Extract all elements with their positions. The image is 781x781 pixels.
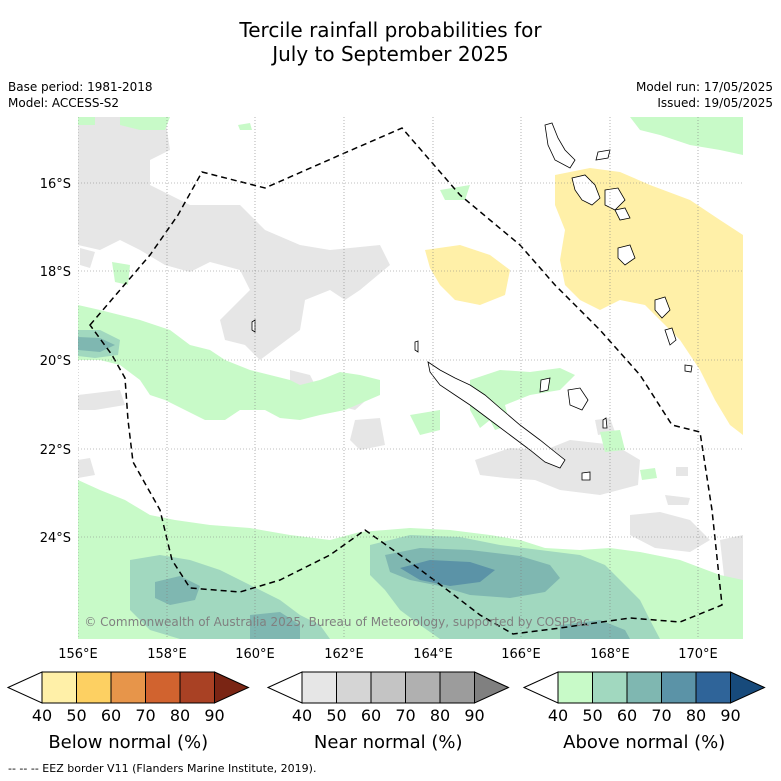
colorbar-tick-label: 90 [720, 706, 740, 725]
colorbar-swatch [592, 671, 628, 704]
lat-label: 22°S [40, 443, 71, 458]
colorbar-tick-label: 50 [582, 706, 602, 725]
colorbar-swatch [522, 671, 559, 704]
lat-label: 16°S [40, 177, 71, 192]
lon-label: 168°E [590, 647, 630, 662]
above-normal-70-shading [400, 560, 495, 586]
lon-label: 158°E [147, 647, 187, 662]
colorbar-tick-label: 50 [66, 706, 86, 725]
probability-fields: © Commonwealth of Australia 2025, Bureau… [78, 117, 743, 639]
colorbar-swatch [405, 671, 441, 704]
colorbar-tick-label: 40 [548, 706, 568, 725]
meta-right: Model run: 17/05/2025 Issued: 19/05/2025 [636, 79, 773, 111]
latitude-labels: 16°S 18°S 20°S 22°S 24°S [40, 177, 71, 546]
eez-border [89, 127, 723, 635]
base-period: Base period: 1981-2018 [8, 80, 153, 94]
colorbar-swatch [439, 671, 475, 704]
colorbar-tick-label: 80 [430, 706, 450, 725]
colorbar-tick-label: 40 [292, 706, 312, 725]
colorbar-tick-label: 90 [204, 706, 224, 725]
lon-label: 162°E [324, 647, 364, 662]
colorbar-swatch [179, 671, 215, 704]
colorbar-tick-label: 70 [395, 706, 415, 725]
lon-label: 166°E [501, 647, 541, 662]
colorbar-tick-label: 70 [651, 706, 671, 725]
colorbar-tick-label: 80 [686, 706, 706, 725]
meta-left: Base period: 1981-2018 Model: ACCESS-S2 [8, 79, 153, 111]
colorbar-swatch [336, 671, 372, 704]
model-run: Model run: 17/05/2025 [635, 80, 773, 94]
colorbar-swatch [145, 671, 181, 704]
near-normal-shading [78, 117, 743, 590]
colorbar-swatch [6, 671, 43, 704]
colorbar-tick-label: 60 [617, 706, 637, 725]
lat-label: 18°S [40, 265, 71, 280]
above-normal-colorbar: 40 50 60 70 80 90 Above normal (%) [522, 671, 766, 753]
eez-footnote: -- -- -- EEZ border V11 (Flanders Marine… [8, 762, 317, 775]
colorbar-tick-label: 50 [326, 706, 346, 725]
longitude-labels: 156°E 158°E 160°E 162°E 164°E 166°E 168°… [58, 647, 718, 662]
lat-label: 20°S [40, 354, 71, 369]
colorbar-tick-label: 60 [101, 706, 121, 725]
colorbar-swatch [695, 671, 731, 704]
colorbar-title: Near normal (%) [314, 732, 463, 753]
colorbar-swatch [110, 671, 146, 704]
map-title: Tercile rainfall probabilities for July … [0, 18, 781, 66]
gridlines [78, 117, 743, 639]
copyright-text: © Commonwealth of Australia 2025, Bureau… [84, 615, 589, 629]
below-normal-shading [425, 168, 743, 435]
lon-label: 164°E [413, 647, 453, 662]
colorbar-swatch [266, 671, 303, 704]
colorbar-swatch [370, 671, 406, 704]
model-name: Model: ACCESS-S2 [8, 96, 120, 110]
title-line-1: Tercile rainfall probabilities for [239, 18, 542, 42]
colorbar-swatch [214, 671, 250, 704]
colorbar-tick-label: 70 [135, 706, 155, 725]
title-line-2: July to September 2025 [272, 42, 509, 66]
lat-label: 24°S [40, 531, 71, 546]
colorbar-swatch [301, 671, 337, 704]
colorbar-tick-label: 80 [170, 706, 190, 725]
lon-label: 170°E [678, 647, 718, 662]
colorbar-swatch [661, 671, 697, 704]
colorbar-swatch [76, 671, 112, 704]
colorbar-swatch [730, 671, 766, 704]
colorbar-swatch [557, 671, 593, 704]
lon-label: 156°E [58, 647, 98, 662]
colorbar-title: Above normal (%) [563, 732, 725, 753]
issued-date: Issued: 19/05/2025 [657, 96, 773, 110]
below-normal-colorbar: 40 50 60 70 80 90 Below normal (%) [6, 671, 250, 753]
colorbar-title: Below normal (%) [48, 732, 208, 753]
colorbar-tick-label: 40 [32, 706, 52, 725]
colorbar-swatch [626, 671, 662, 704]
colorbar-swatch [474, 671, 510, 704]
colorbar-swatch [41, 671, 77, 704]
colorbar-tick-label: 90 [464, 706, 484, 725]
lon-label: 160°E [235, 647, 275, 662]
colorbar-tick-label: 60 [361, 706, 381, 725]
coastlines [251, 122, 693, 481]
